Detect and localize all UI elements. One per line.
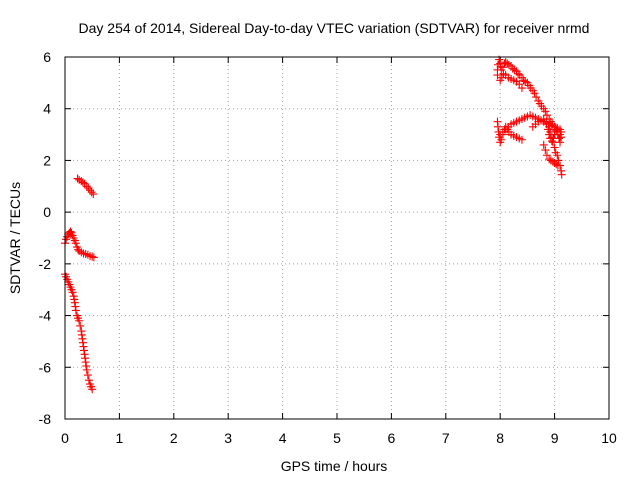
data-point [71, 306, 80, 315]
data-point [556, 138, 565, 147]
x-tick-label: 9 [551, 430, 559, 446]
data-points [61, 55, 566, 394]
data-point [68, 288, 77, 297]
y-axis-label: SDTVAR / TECUs [7, 182, 23, 294]
data-point [76, 321, 85, 330]
x-tick-label: 2 [170, 430, 178, 446]
plot-frame [64, 56, 610, 420]
data-point [86, 186, 95, 195]
data-point [84, 376, 93, 385]
data-point [553, 161, 562, 170]
y-tick-label: 2 [43, 152, 51, 168]
data-point [554, 134, 563, 143]
data-point [550, 143, 559, 152]
y-tick-label: -2 [39, 256, 52, 272]
x-tick-label: 5 [333, 430, 341, 446]
data-point [530, 89, 539, 98]
data-point [82, 182, 91, 191]
data-point [75, 316, 84, 325]
y-tick-label: 6 [43, 49, 51, 65]
data-point [497, 135, 506, 144]
data-point [553, 151, 562, 160]
data-point [89, 190, 98, 199]
data-point [84, 184, 93, 193]
x-tick-label: 1 [116, 430, 124, 446]
y-tick-labels: -8 -6 -4 -2 0 2 4 6 [39, 49, 52, 427]
grid-lines [65, 57, 609, 419]
data-point [88, 385, 97, 394]
x-tick-label: 3 [224, 430, 232, 446]
data-point [539, 140, 548, 149]
data-point [552, 160, 561, 169]
data-point [78, 178, 87, 187]
data-point [71, 239, 80, 248]
y-tick-label: -6 [39, 359, 52, 375]
data-point [517, 84, 526, 93]
x-tick-labels: 0 1 2 3 4 5 6 7 8 9 10 [61, 430, 617, 446]
data-point [88, 252, 97, 261]
x-tick-label: 0 [61, 430, 69, 446]
data-point [83, 371, 92, 380]
x-tick-label: 10 [601, 430, 617, 446]
data-point [541, 107, 550, 116]
x-axis-label: GPS time / hours [281, 458, 388, 474]
x-tick-label: 4 [279, 430, 287, 446]
x-tick-label: 6 [388, 430, 396, 446]
data-point [557, 170, 566, 179]
x-tick-label: 7 [442, 430, 450, 446]
data-point [542, 120, 551, 129]
y-tick-label: 4 [43, 101, 51, 117]
data-point [517, 135, 526, 144]
data-point [89, 253, 98, 262]
y-tick-label: -8 [39, 411, 52, 427]
data-point [541, 146, 550, 155]
chart-title: Day 254 of 2014, Sidereal Day-to-day VTE… [79, 20, 590, 36]
y-tick-label: 0 [43, 204, 51, 220]
data-point [87, 188, 96, 197]
data-point [82, 365, 91, 374]
data-point [553, 130, 562, 139]
data-point [544, 125, 553, 134]
x-tick-label: 8 [496, 430, 504, 446]
data-point [552, 126, 561, 135]
y-tick-label: -4 [39, 308, 52, 324]
data-point [514, 69, 523, 78]
